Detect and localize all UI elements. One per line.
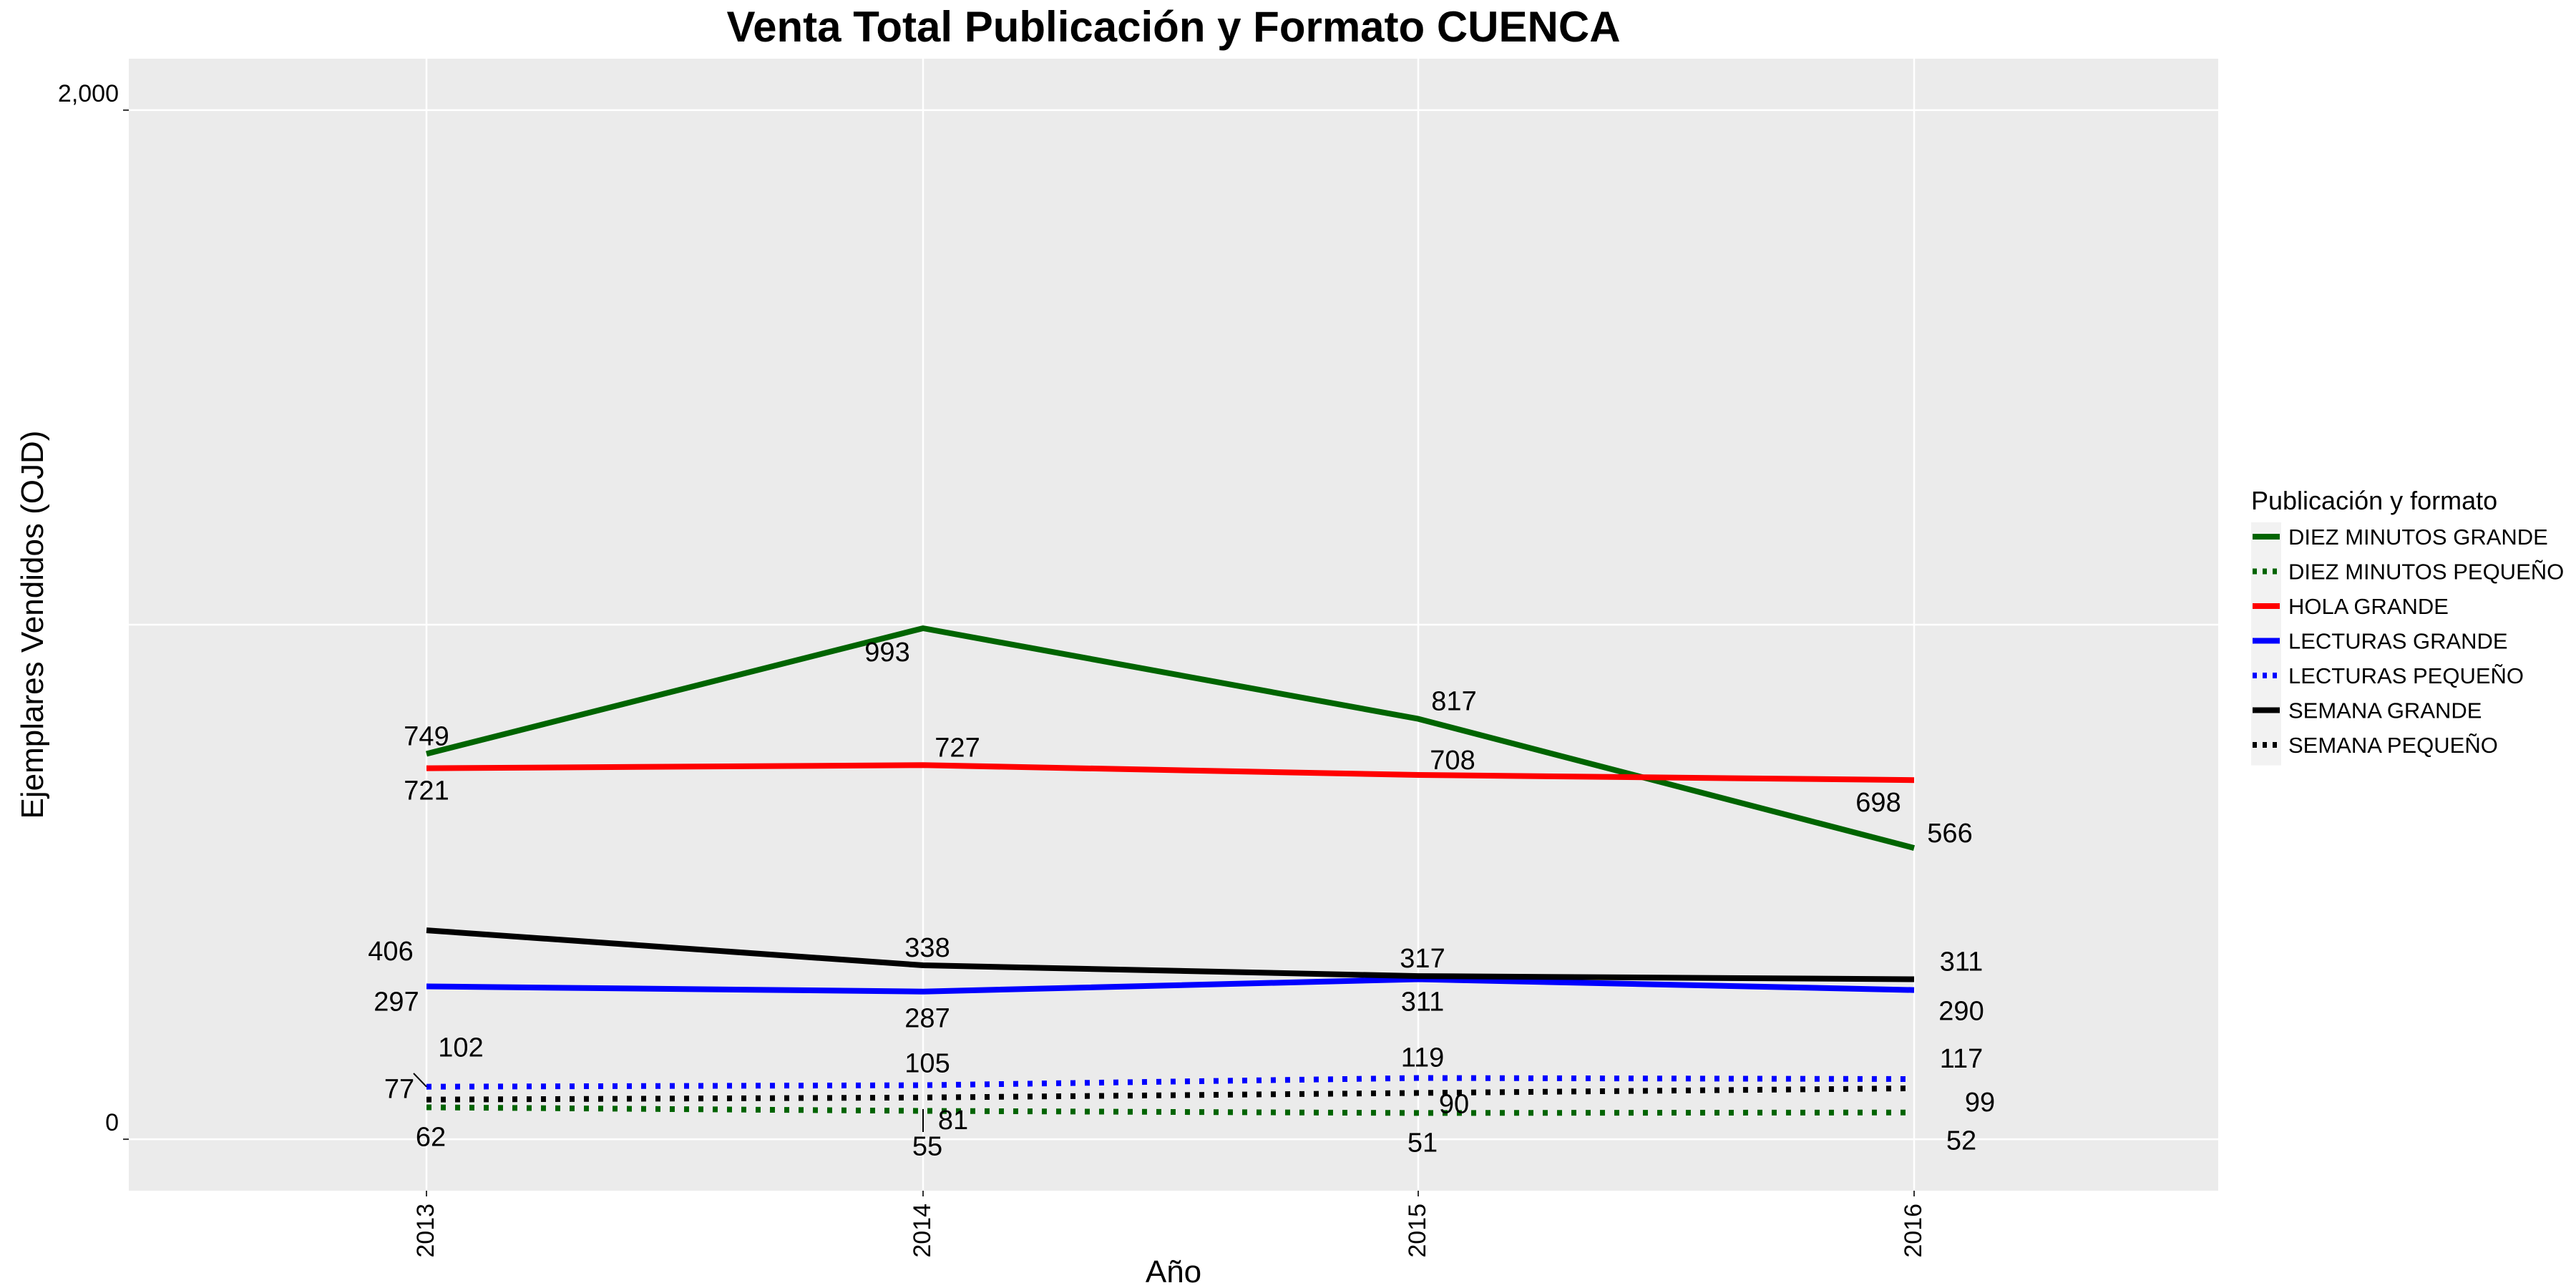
y-axis-title: Ejemplares Vendidos (OJD) <box>15 431 50 819</box>
legend-label: LECTURAS PEQUEÑO <box>2288 663 2524 688</box>
data-label: 55 <box>912 1132 942 1162</box>
data-label: 698 <box>1855 788 1901 818</box>
data-label: 749 <box>404 721 449 751</box>
series-line <box>426 976 1915 995</box>
data-label: 81 <box>938 1106 968 1136</box>
y-tick-label: 0 <box>105 1109 119 1136</box>
legend-key-background <box>2251 522 2281 766</box>
data-label: 338 <box>904 933 950 963</box>
data-label: 102 <box>438 1033 483 1063</box>
data-label: 290 <box>1938 997 1984 1027</box>
data-label: 311 <box>1401 987 1445 1017</box>
legend-label: SEMANA PEQUEÑO <box>2288 733 2498 758</box>
x-tick-label: 2013 <box>412 1204 439 1258</box>
data-label: 62 <box>416 1123 446 1153</box>
data-label: 297 <box>374 987 419 1018</box>
data-label: 51 <box>1407 1128 1438 1158</box>
data-label: 105 <box>904 1049 950 1079</box>
legend-items: DIEZ MINUTOS GRANDE DIEZ MINUTOS PEQUEÑO H… <box>2251 522 2564 766</box>
data-label: 406 <box>368 937 413 967</box>
legend-title: Publicación y formato <box>2251 486 2497 515</box>
grid-lines <box>129 59 2218 1191</box>
legend-label: SEMANA GRANDE <box>2288 698 2482 723</box>
label-leader-line <box>413 1073 427 1088</box>
series-lines <box>426 625 1916 1116</box>
data-label: 993 <box>864 638 909 668</box>
data-label: 99 <box>1965 1088 1995 1118</box>
x-tick-label: 2014 <box>909 1204 936 1258</box>
legend-label: DIEZ MINUTOS PEQUEÑO <box>2288 560 2564 585</box>
data-label: 317 <box>1400 944 1445 974</box>
chart-title: Venta Total Publicación y Formato CUENCA <box>726 3 1620 51</box>
series-line <box>426 1085 1915 1103</box>
legend: Publicación y formato DIEZ MINUTOS GRAND… <box>2251 486 2564 766</box>
y-tick-label: 2,000 <box>58 80 119 107</box>
legend-label: LECTURAS GRANDE <box>2288 629 2508 654</box>
x-tick-label: 2015 <box>1404 1204 1431 1258</box>
data-label: 52 <box>1946 1126 1976 1156</box>
series-line <box>426 625 1916 851</box>
data-label: 117 <box>1940 1044 1984 1074</box>
data-label: 311 <box>1940 947 1984 977</box>
series-line <box>426 1075 1915 1090</box>
x-axis-title: Año <box>1146 1254 1201 1288</box>
legend-label: DIEZ MINUTOS GRANDE <box>2288 525 2548 550</box>
data-label: 119 <box>1401 1043 1445 1073</box>
data-label: 727 <box>935 733 980 763</box>
series-line <box>426 927 1915 982</box>
data-label: 708 <box>1430 746 1475 776</box>
data-label: 817 <box>1431 687 1476 717</box>
data-label: 566 <box>1927 819 1972 849</box>
data-label: 287 <box>904 1004 950 1034</box>
legend-label: HOLA GRANDE <box>2288 594 2449 619</box>
data-label: 77 <box>384 1075 414 1105</box>
axes: 0 2,000 2013 2014 2015 2016 <box>58 80 1927 1258</box>
x-tick-label: 2016 <box>1900 1204 1927 1258</box>
series-line <box>426 762 1915 784</box>
data-labels: 749 993 817 566 62 55 51 52 721 727 708 698 297 287 31… <box>368 638 1995 1162</box>
data-label: 721 <box>404 776 449 806</box>
data-label: 90 <box>1439 1089 1469 1119</box>
series-line <box>426 1104 1915 1116</box>
